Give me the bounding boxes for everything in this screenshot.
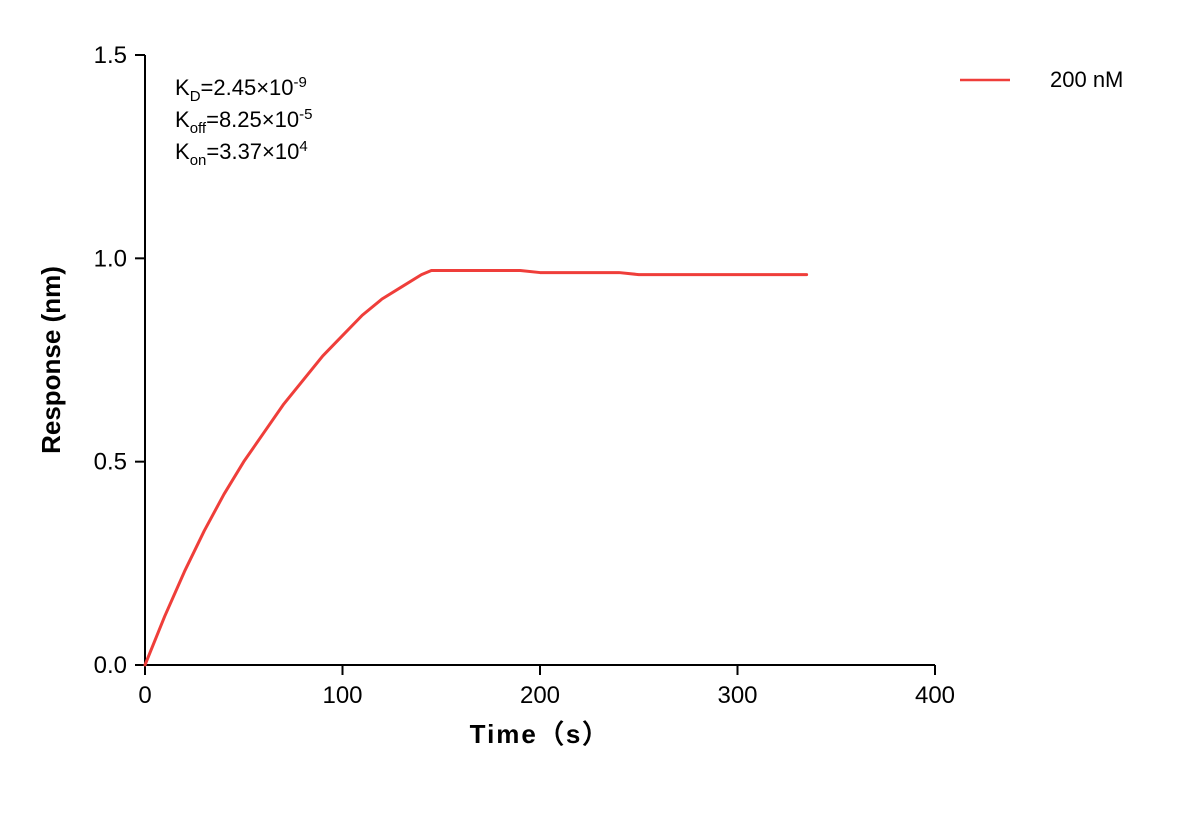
x-axis-title: Time（s） bbox=[470, 719, 611, 749]
y-tick-label: 1.5 bbox=[94, 42, 127, 69]
y-tick-label: 1.0 bbox=[94, 245, 127, 272]
chart-svg: 0 100 200 300 400 0.0 0.5 1.0 1.5 Time（s） Response… bbox=[0, 0, 1187, 825]
x-tick-label: 300 bbox=[717, 682, 757, 709]
y-axis-title: Response (nm) bbox=[36, 266, 66, 454]
x-tick-label: 100 bbox=[322, 682, 362, 709]
kinetics-annotation: Kon=3.37×104 bbox=[175, 138, 308, 169]
x-tick-label: 400 bbox=[915, 682, 955, 709]
y-tick-label: 0.5 bbox=[94, 449, 127, 476]
legend-label: 200 nM bbox=[1050, 67, 1123, 92]
kinetics-annotation: Koff=8.25×10-5 bbox=[175, 106, 312, 137]
binding-kinetics-chart: 0 100 200 300 400 0.0 0.5 1.0 1.5 Time（s） Response… bbox=[0, 0, 1187, 825]
kinetics-annotation: KD=2.45×10-9 bbox=[175, 74, 307, 105]
x-tick-label: 0 bbox=[138, 682, 151, 709]
x-tick-label: 200 bbox=[520, 682, 560, 709]
series-line bbox=[145, 271, 807, 665]
y-tick-label: 0.0 bbox=[94, 652, 127, 679]
